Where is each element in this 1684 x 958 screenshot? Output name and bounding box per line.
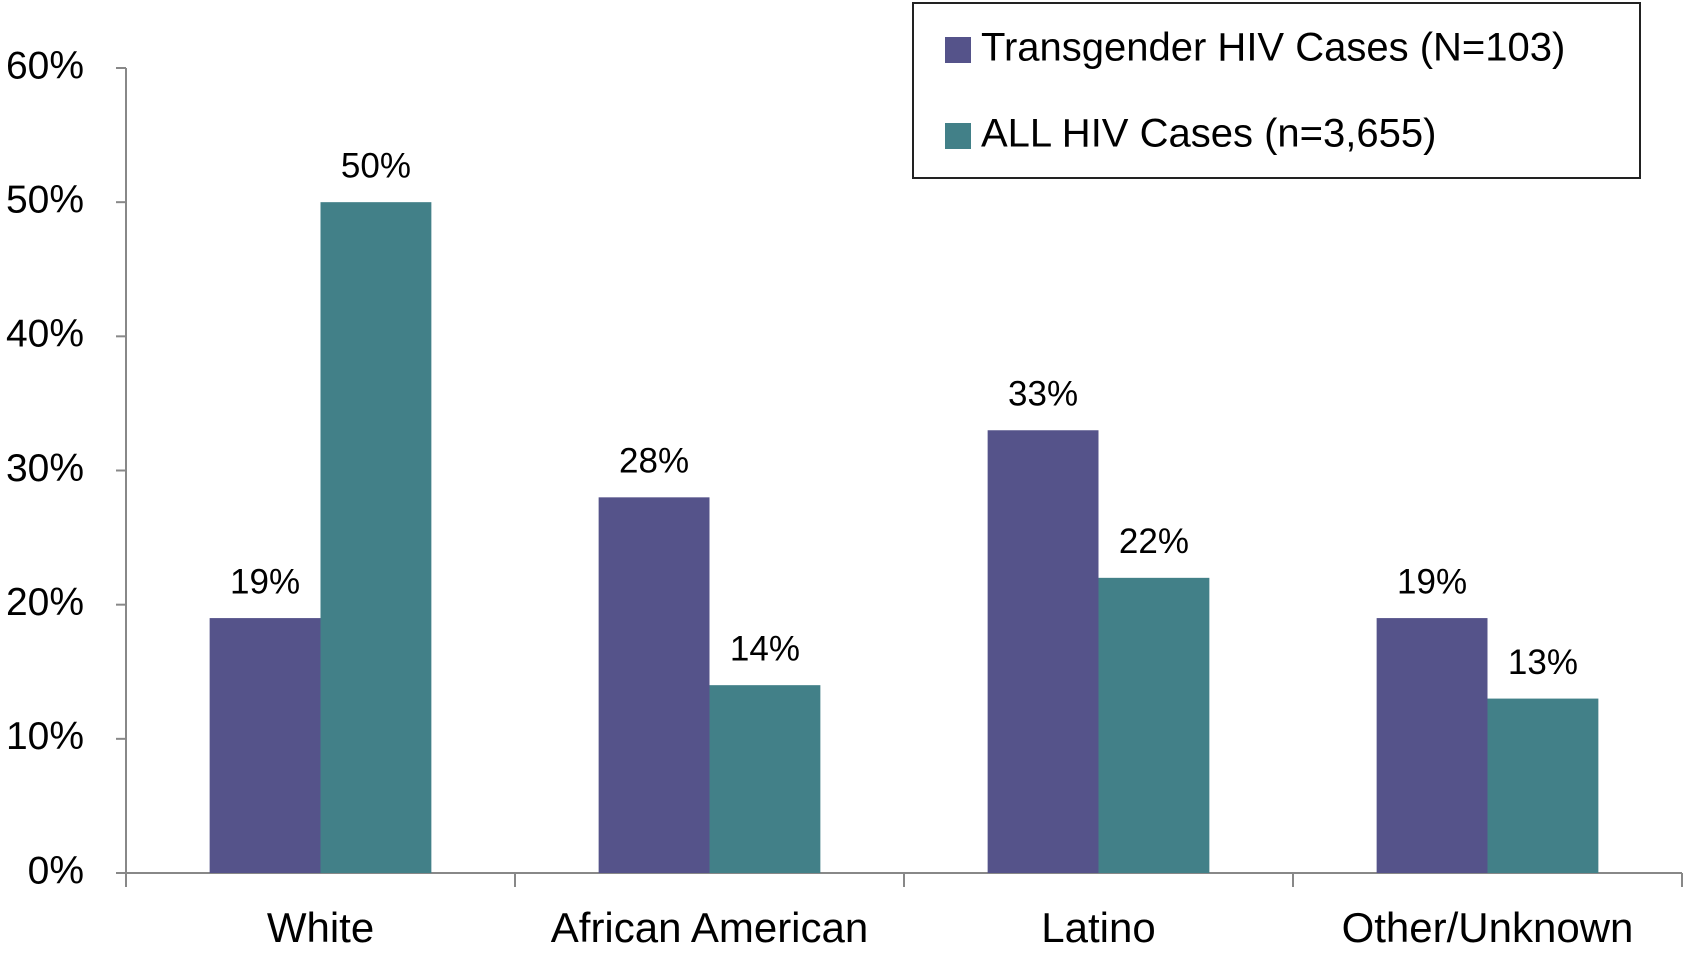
data-label: 33% xyxy=(1008,375,1078,414)
bar xyxy=(709,685,821,873)
bar xyxy=(1376,618,1488,873)
data-label: 13% xyxy=(1508,643,1578,682)
bar xyxy=(1487,698,1599,873)
y-tick-label: 0% xyxy=(28,849,84,892)
y-tick-label: 40% xyxy=(6,313,84,356)
y-tick-label: 60% xyxy=(6,44,84,87)
data-label: 19% xyxy=(1397,562,1467,601)
bar xyxy=(320,202,432,873)
legend-label: ALL HIV Cases (n=3,655) xyxy=(981,112,1436,156)
legend-box xyxy=(912,2,1641,179)
data-label: 28% xyxy=(619,442,689,481)
y-tick-label: 50% xyxy=(6,178,84,221)
x-tick-label: African American xyxy=(551,904,868,951)
bar xyxy=(598,497,710,873)
y-tick-label: 10% xyxy=(6,715,84,758)
y-tick-label: 30% xyxy=(6,447,84,490)
data-label: 19% xyxy=(230,562,300,601)
legend-label: Transgender HIV Cases (N=103) xyxy=(981,26,1565,70)
x-tick-label: Other/Unknown xyxy=(1342,904,1634,951)
legend-swatch xyxy=(945,123,971,149)
legend-swatch xyxy=(945,37,971,63)
data-label: 14% xyxy=(730,629,800,668)
bar xyxy=(987,430,1099,873)
bar xyxy=(209,618,321,873)
data-label: 22% xyxy=(1119,522,1189,561)
x-tick-label: Latino xyxy=(1041,904,1155,951)
bar xyxy=(1098,577,1210,873)
y-tick-label: 20% xyxy=(6,581,84,624)
x-tick-label: White xyxy=(267,904,374,951)
data-label: 50% xyxy=(341,146,411,185)
